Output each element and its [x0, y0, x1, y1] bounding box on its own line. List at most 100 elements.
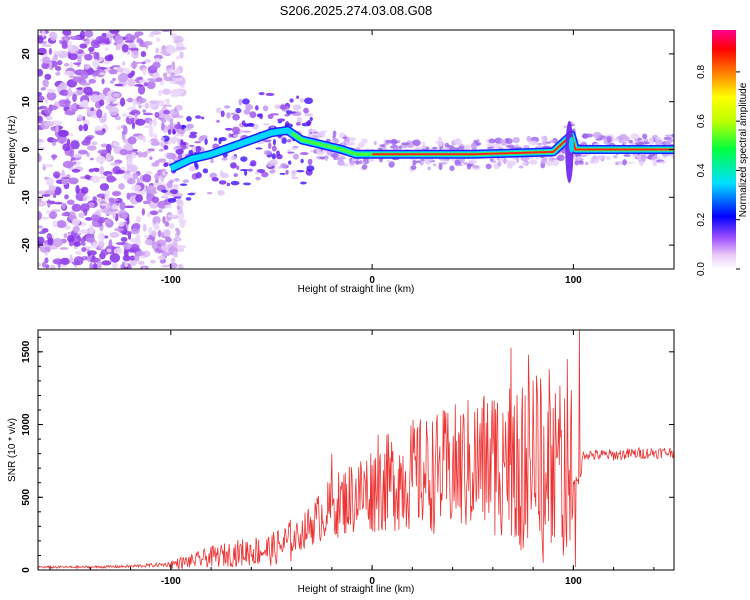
heatmap-cell — [56, 85, 62, 93]
heatmap-cell — [46, 200, 56, 204]
heatmap-cell — [64, 194, 69, 200]
heatmap-cell — [96, 108, 103, 119]
heatmap-cell — [171, 75, 182, 79]
heatmap-cell — [172, 239, 178, 248]
heatmap-cell — [173, 67, 181, 76]
heatmap-cell — [142, 250, 151, 258]
heatmap-cell — [269, 159, 278, 167]
heatmap-cell — [61, 176, 70, 180]
heatmap-cell — [73, 241, 82, 247]
heatmap-cell — [398, 145, 402, 150]
heatmap-cell — [108, 239, 113, 249]
heatmap-cell — [149, 156, 153, 160]
heatmap-cell — [109, 253, 121, 263]
heatmap-cell — [606, 135, 612, 143]
heatmap-cell — [330, 152, 339, 158]
heatmap-cell — [38, 47, 47, 56]
heatmap-cell — [218, 137, 222, 145]
heatmap-cell — [397, 139, 401, 144]
heatmap-cell — [664, 134, 672, 137]
heatmap-cell — [60, 257, 70, 265]
heatmap-cell — [126, 217, 130, 225]
heatmap-cell — [77, 55, 82, 65]
heatmap-cell — [88, 51, 94, 55]
heatmap-cell — [116, 125, 121, 131]
heatmap-cell — [115, 45, 121, 51]
heatmap-cell — [71, 168, 81, 173]
heatmap-cell — [143, 82, 149, 87]
heatmap-cell — [144, 239, 153, 245]
heatmap-cell — [211, 177, 219, 182]
heatmap-cell — [185, 123, 194, 129]
heatmap-cell — [99, 165, 105, 175]
heatmap-cell — [59, 89, 70, 96]
heatmap-cell — [119, 201, 126, 211]
heatmap-cell — [126, 97, 134, 103]
heatmap-cell — [269, 169, 276, 174]
heatmap-cell — [110, 162, 121, 166]
heatmap-cell — [468, 159, 478, 165]
heatmap-cell — [174, 145, 183, 149]
heatmap-cell — [86, 145, 97, 151]
heatmap-cell — [135, 250, 146, 257]
heatmap-cell — [346, 141, 356, 146]
heatmap-cell — [272, 139, 276, 146]
heatmap-cell — [38, 68, 44, 77]
heatmap-cell — [306, 165, 315, 172]
heatmap-cell — [226, 182, 231, 187]
heatmap-cell — [623, 154, 631, 157]
heatmap-cell — [421, 144, 426, 151]
heatmap-cell — [592, 131, 602, 139]
heatmap-cell — [78, 212, 85, 219]
heatmap-cell — [605, 156, 611, 160]
heatmap-cell — [122, 255, 131, 262]
heatmap-cell — [38, 95, 45, 102]
heatmap-cell — [535, 142, 544, 146]
heatmap-cell — [174, 178, 180, 182]
heatmap-cell — [149, 210, 159, 216]
heatmap-cell — [581, 135, 587, 138]
heatmap-cell — [90, 39, 101, 49]
heatmap-cell — [135, 118, 146, 126]
heatmap-cell — [162, 216, 166, 224]
heatmap-cell — [163, 109, 171, 115]
heatmap-cell — [156, 36, 161, 43]
heatmap-cell — [63, 233, 68, 239]
heatmap-cell — [161, 264, 170, 268]
heatmap-cell — [117, 72, 129, 83]
heatmap-cell — [233, 173, 238, 177]
heatmap-cell — [247, 168, 253, 172]
heatmap-cell — [577, 155, 581, 160]
snr-series-line — [38, 330, 674, 570]
heatmap-cell — [89, 262, 93, 269]
heatmap-cell — [113, 247, 123, 256]
heatmap-cell — [108, 197, 115, 203]
heatmap-cell — [72, 225, 80, 234]
heatmap-cell — [112, 141, 120, 148]
heatmap-cell — [55, 72, 61, 76]
heatmap-cell — [157, 158, 167, 163]
heatmap-cell — [137, 97, 147, 104]
heatmap-cell — [249, 111, 257, 119]
heatmap-cell — [160, 232, 165, 238]
heatmap-cell — [263, 150, 272, 156]
heatmap-cell — [82, 197, 88, 202]
heatmap-cell — [335, 157, 340, 161]
heatmap-cell — [388, 161, 395, 168]
heatmap-cell — [300, 181, 307, 185]
heatmap-cell — [143, 40, 153, 46]
heatmap-cell — [142, 200, 151, 205]
heatmap-cell — [243, 109, 251, 115]
heatmap-cell — [550, 139, 556, 144]
heatmap-cell — [337, 160, 345, 166]
heatmap-cell — [295, 121, 301, 126]
heatmap-cell — [38, 36, 44, 44]
heatmap-cell — [106, 175, 116, 183]
heatmap-cell — [230, 112, 236, 116]
heatmap-cell — [80, 203, 90, 213]
heatmap-cell — [379, 144, 386, 148]
heatmap-cell — [126, 177, 136, 185]
heatmap-cell — [173, 89, 185, 95]
heatmap-cell — [86, 250, 97, 256]
heatmap-cell — [137, 151, 143, 158]
